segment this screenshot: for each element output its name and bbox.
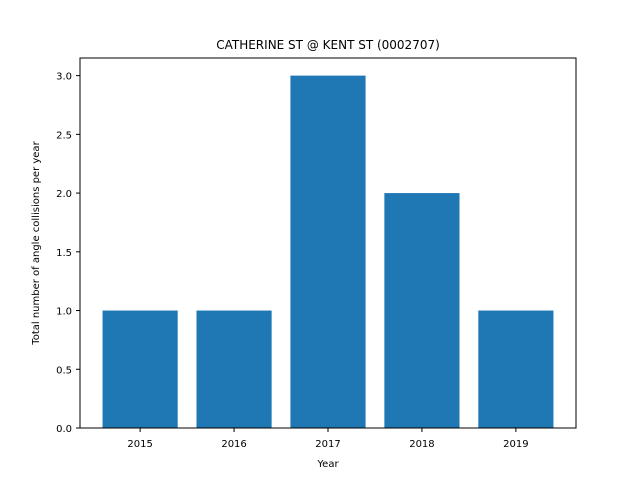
y-tick-label: 0.5 — [56, 365, 72, 376]
y-axis-title: Total number of angle collisions per yea… — [31, 140, 42, 345]
bar-2015 — [102, 310, 178, 428]
bar-2016 — [196, 310, 272, 428]
x-tick-label: 2017 — [315, 439, 340, 450]
bar-2018 — [384, 193, 460, 428]
chart-title: CATHERINE ST @ KENT ST (0002707) — [216, 38, 440, 52]
x-axis-ticks: 2015 2016 2017 2018 2019 — [127, 428, 529, 450]
x-tick-label: 2015 — [127, 439, 152, 450]
y-tick-label: 1.5 — [56, 248, 72, 259]
x-tick-label: 2019 — [503, 439, 528, 450]
x-tick-label: 2018 — [409, 439, 434, 450]
plot-area-frame — [79, 57, 577, 429]
x-axis-title: Year — [316, 459, 339, 470]
y-tick-label: 0.0 — [56, 424, 72, 435]
y-tick-label: 2.0 — [56, 189, 72, 200]
bars-group — [102, 75, 554, 428]
y-tick-label: 1.0 — [56, 307, 72, 318]
bar-2017 — [290, 75, 366, 428]
y-tick-label: 3.0 — [56, 72, 72, 83]
y-tick-label: 2.5 — [56, 130, 72, 141]
y-axis-ticks: 0.0 0.5 1.0 1.5 2.0 2.5 3.0 — [56, 72, 80, 435]
x-tick-label: 2016 — [221, 439, 246, 450]
bar-2019 — [478, 310, 554, 428]
